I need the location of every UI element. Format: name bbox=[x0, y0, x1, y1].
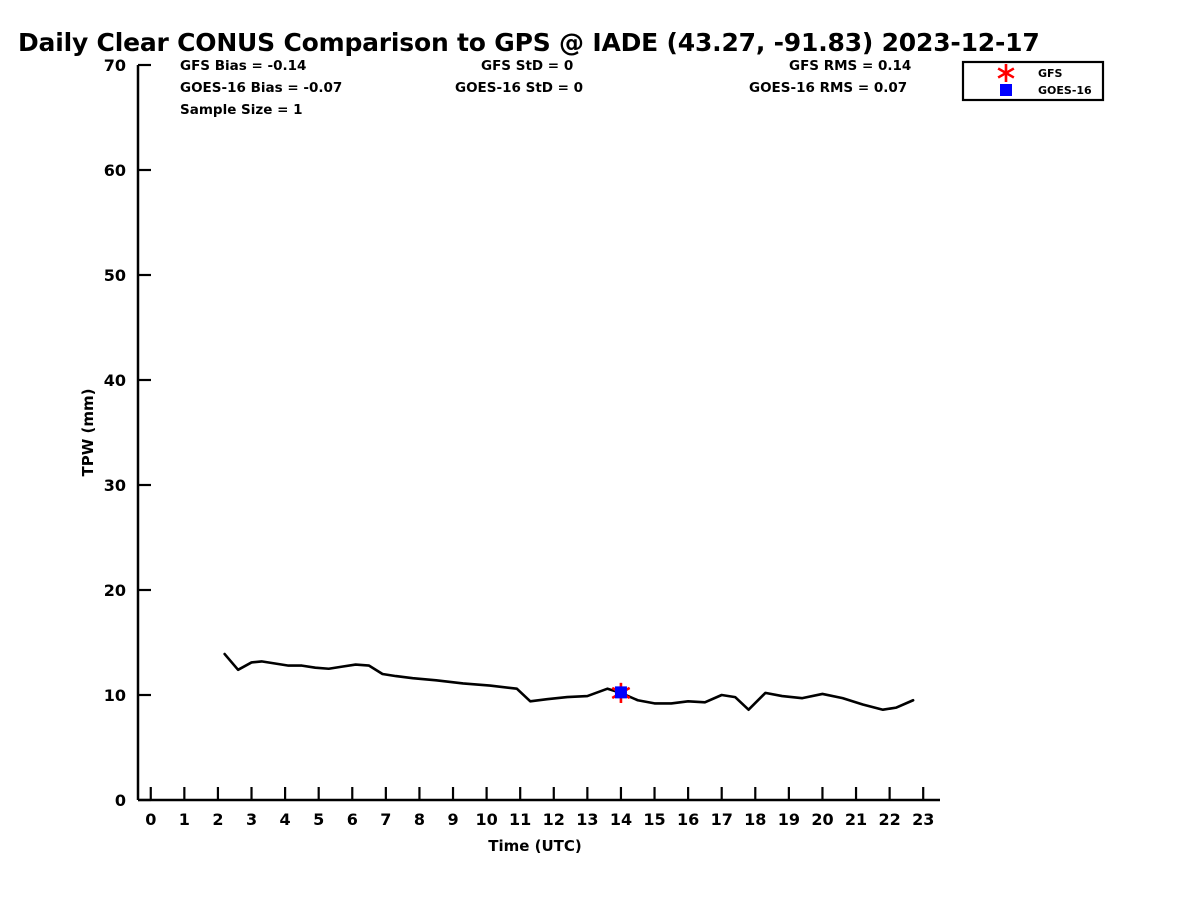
stat-sample-size: Sample Size = 1 bbox=[180, 102, 303, 118]
stat-goes-std: GOES-16 StD = 0 bbox=[455, 80, 584, 96]
x-tick-label: 18 bbox=[744, 810, 766, 829]
legend-label-gfs: GFS bbox=[1038, 67, 1063, 80]
x-tick-label: 9 bbox=[447, 810, 458, 829]
square-marker bbox=[1000, 84, 1012, 96]
asterisk-marker bbox=[997, 67, 1015, 79]
x-tick-label: 15 bbox=[643, 810, 665, 829]
x-tick-label: 4 bbox=[280, 810, 291, 829]
x-tick-label: 20 bbox=[811, 810, 833, 829]
page-title: Daily Clear CONUS Comparison to GPS @ IA… bbox=[18, 28, 1040, 57]
data-series bbox=[223, 652, 915, 711]
x-tick-label: 12 bbox=[543, 810, 565, 829]
x-tick-label: 8 bbox=[414, 810, 425, 829]
y-tick-label: 10 bbox=[104, 686, 126, 705]
chart-legend: GFS GOES-16 bbox=[961, 60, 1105, 102]
x-tick-label: 1 bbox=[179, 810, 190, 829]
y-tick-label: 0 bbox=[115, 791, 126, 810]
x-tick-label: 21 bbox=[845, 810, 867, 829]
x-tick-label: 16 bbox=[677, 810, 699, 829]
x-tick-label: 13 bbox=[576, 810, 598, 829]
x-tick-label: 6 bbox=[347, 810, 358, 829]
x-tick-label: 17 bbox=[711, 810, 733, 829]
stat-goes-rms: GOES-16 RMS = 0.07 bbox=[749, 80, 908, 96]
legend-label-goes-16: GOES-16 bbox=[1038, 84, 1092, 97]
x-tick-label: 5 bbox=[313, 810, 324, 829]
x-axis-title: Time (UTC) bbox=[488, 837, 582, 855]
x-tick-label: 10 bbox=[475, 810, 497, 829]
y-tick-label: 60 bbox=[104, 161, 126, 180]
y-tick-label: 20 bbox=[104, 581, 126, 600]
x-tick-label: 23 bbox=[912, 810, 934, 829]
x-tick-label: 11 bbox=[509, 810, 531, 829]
stat-goes-bias: GOES-16 Bias = -0.07 bbox=[180, 80, 343, 96]
stat-gfs-std: GFS StD = 0 bbox=[481, 58, 574, 74]
x-tick-label: 3 bbox=[246, 810, 257, 829]
x-tick-label: 14 bbox=[610, 810, 632, 829]
y-tick-label: 40 bbox=[104, 371, 126, 390]
series-line-gps bbox=[223, 652, 915, 711]
y-axis-title: TPW (mm) bbox=[79, 389, 97, 477]
x-tick-label: 19 bbox=[778, 810, 800, 829]
square-marker bbox=[614, 686, 627, 699]
y-tick-label: 70 bbox=[104, 56, 126, 75]
x-tick-label: 2 bbox=[212, 810, 223, 829]
stat-gfs-bias: GFS Bias = -0.14 bbox=[180, 58, 307, 74]
legend-box bbox=[961, 60, 1105, 102]
x-tick-label: 22 bbox=[878, 810, 900, 829]
y-tick-label: 50 bbox=[104, 266, 126, 285]
y-tick-label: 30 bbox=[104, 476, 126, 495]
x-tick-label: 7 bbox=[380, 810, 391, 829]
x-tick-label: 0 bbox=[145, 810, 156, 829]
stat-gfs-rms: GFS RMS = 0.14 bbox=[789, 58, 912, 74]
